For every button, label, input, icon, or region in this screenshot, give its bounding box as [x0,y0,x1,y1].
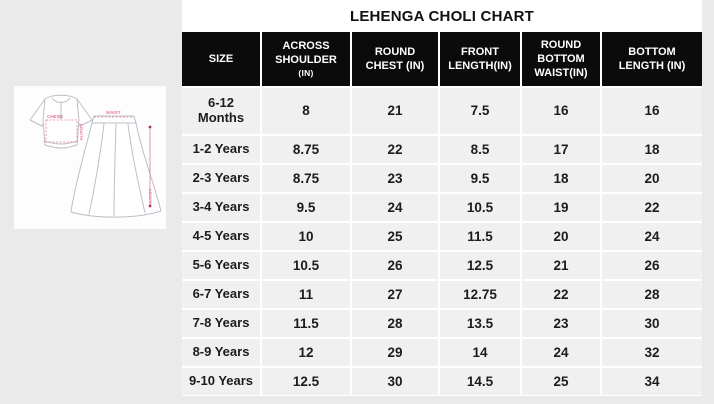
measurement-cell: 18 [602,136,702,163]
row-size-label: 8-9 Years [182,339,260,366]
lehenga-fold-3 [127,123,146,214]
chest-measure-box [45,119,78,143]
size-chart-panel: LEHENGA CHOLI CHART SIZE ACROSS SHOULDER… [182,0,702,396]
measurement-cell: 25 [522,368,600,395]
measurement-cell: 10.5 [262,252,350,279]
measurement-cell: 13.5 [440,310,520,337]
waist-label: WAIST [106,110,121,115]
header-line: FRONT [461,45,499,58]
measurement-cell: 20 [522,223,600,250]
header-line: BOTTOM [628,45,676,58]
measurement-cell: 19 [522,194,600,221]
measurement-cell: 12 [262,339,350,366]
measurement-cell: 30 [602,310,702,337]
measurement-cell: 7.5 [440,88,520,134]
measurement-cell: 23 [352,165,438,192]
measurement-cell: 22 [352,136,438,163]
measurement-cell: 17 [522,136,600,163]
header-line: ROUND [374,45,416,58]
measurement-cell: 8.5 [440,136,520,163]
measurement-cell: 22 [522,281,600,308]
measurement-cell: 29 [352,339,438,366]
chest-label: CHEST [47,114,63,119]
header-cell-bottom-length: BOTTOM LENGTH (IN) [602,32,702,86]
header-line: ACROSS [282,40,330,53]
measurement-cell: 16 [602,88,702,134]
choli-length-label: LENGTH [79,124,84,141]
measurement-cell: 12.5 [440,252,520,279]
measurement-cell: 21 [352,88,438,134]
row-size-label: 4-5 Years [182,223,260,250]
measurement-cell: 9.5 [440,165,520,192]
measurement-cell: 10.5 [440,194,520,221]
measurement-cell: 8 [262,88,350,134]
row-size-label: 7-8 Years [182,310,260,337]
lehenga-choli-illustration: CHEST LENGTH WAIST LENGTH [29,94,162,218]
choli-body [42,94,80,149]
chart-title: LEHENGA CHOLI CHART [349,7,535,25]
measurement-cell: 24 [352,194,438,221]
measurement-cell: 9.5 [262,194,350,221]
row-size-label: 2-3 Years [182,165,260,192]
lehenga-fold-1 [88,123,105,215]
header-line: ROUND [540,38,582,51]
measurement-cell: 26 [602,252,702,279]
header-cell-size: SIZE [182,32,260,86]
measurement-cell: 22 [602,194,702,221]
measurement-cell: 24 [602,223,702,250]
measurement-cell: 32 [602,339,702,366]
measurement-cell: 11 [262,281,350,308]
measurement-cell: 25 [352,223,438,250]
header-unit: (IN) [298,67,314,78]
measurement-cell: 10 [262,223,350,250]
size-table: SIZE ACROSS SHOULDER (IN) ROUND CHEST (I… [182,32,702,395]
header-line: LENGTH (IN) [618,60,686,72]
measurement-cell: 23 [522,310,600,337]
measurement-cell: 20 [602,165,702,192]
measurement-cell: 28 [352,310,438,337]
header-line: CHEST (IN) [365,60,425,72]
row-size-label: 5-6 Years [182,252,260,279]
measurement-cell: 28 [602,281,702,308]
choli-button [59,115,63,119]
lehenga-fold-2 [113,123,117,217]
measurement-cell: 12.5 [262,368,350,395]
header-cell-round-bottom-waist: ROUND BOTTOM WAIST(IN) [522,32,600,86]
header-line: BOTTOM [537,52,585,65]
header-line: SIZE [208,52,234,65]
row-size-label: 9-10 Years [182,368,260,395]
measurement-cell: 21 [522,252,600,279]
header-line: WAIST(IN) [534,67,588,80]
measurement-cell: 16 [522,88,600,134]
measurement-cell: 11.5 [440,223,520,250]
measurement-cell: 14 [440,339,520,366]
measurement-cell: 27 [352,281,438,308]
length-line-top-dot [148,125,152,129]
measurement-cell: 11.5 [262,310,350,337]
measurement-cell: 18 [522,165,600,192]
header-line: LENGTH(IN) [448,60,512,72]
measurement-cell: 12.75 [440,281,520,308]
measurement-cell: 14.5 [440,368,520,395]
measurement-cell: 24 [522,339,600,366]
garment-illustration-card: CHEST LENGTH WAIST LENGTH [14,86,166,229]
lehenga-length-label: LENGTH [148,189,153,206]
measurement-cell: 8.75 [262,165,350,192]
length-line-bottom-dot [148,204,152,208]
row-size-label: 1-2 Years [182,136,260,163]
row-size-label: 6-7 Years [182,281,260,308]
header-cell-round-chest: ROUND CHEST (IN) [352,32,438,86]
row-size-label: 6-12 Months [182,88,260,134]
measurement-cell: 8.75 [262,136,350,163]
measurement-cell: 34 [602,368,702,395]
header-line: SHOULDER [275,54,337,67]
row-size-label: 3-4 Years [182,194,260,221]
header-cell-across-shoulder: ACROSS SHOULDER (IN) [262,32,350,86]
header-cell-front-length: FRONT LENGTH(IN) [440,32,520,86]
measurement-cell: 26 [352,252,438,279]
measurement-cell: 30 [352,368,438,395]
